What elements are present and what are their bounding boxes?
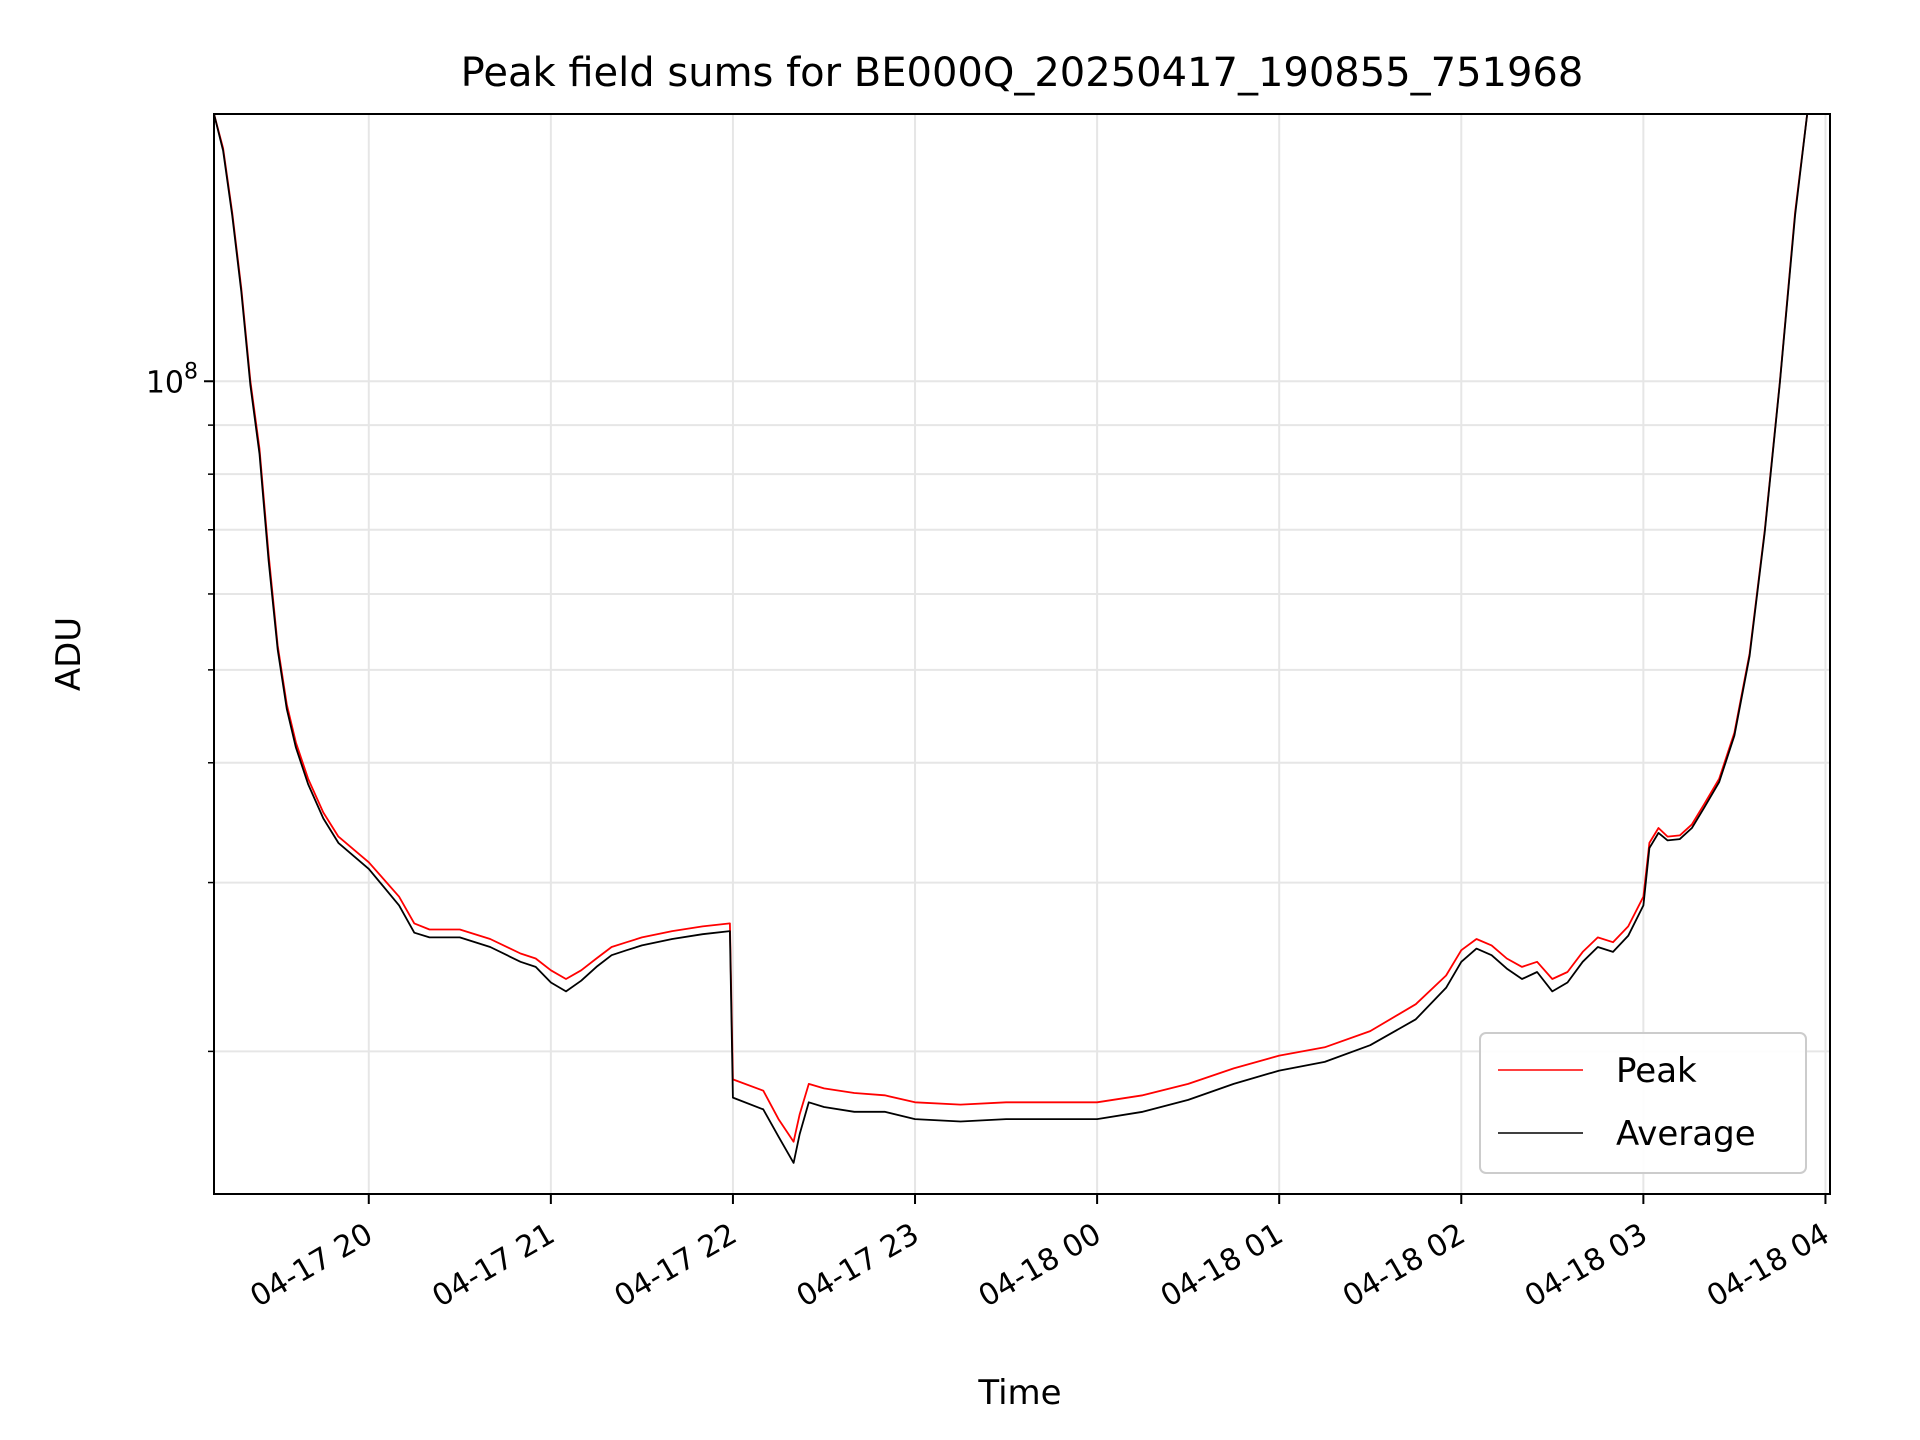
- y-tick-label: 108: [146, 359, 198, 400]
- chart-title: Peak field sums for BE000Q_20250417_1908…: [461, 50, 1584, 96]
- legend[interactable]: Peak Average: [1479, 1032, 1807, 1174]
- series-lines: [214, 114, 1809, 1164]
- plot-frame: [213, 113, 1831, 1195]
- y-axis-label: ADU: [49, 617, 89, 691]
- legend-peak-label: Peak: [1616, 1051, 1697, 1091]
- x-axis-label: Time: [977, 1373, 1061, 1413]
- series-line-average: [214, 114, 1809, 1164]
- legend-box: [1479, 1032, 1807, 1174]
- series-line-peak: [214, 114, 1809, 1143]
- legend-average-label: Average: [1616, 1114, 1756, 1154]
